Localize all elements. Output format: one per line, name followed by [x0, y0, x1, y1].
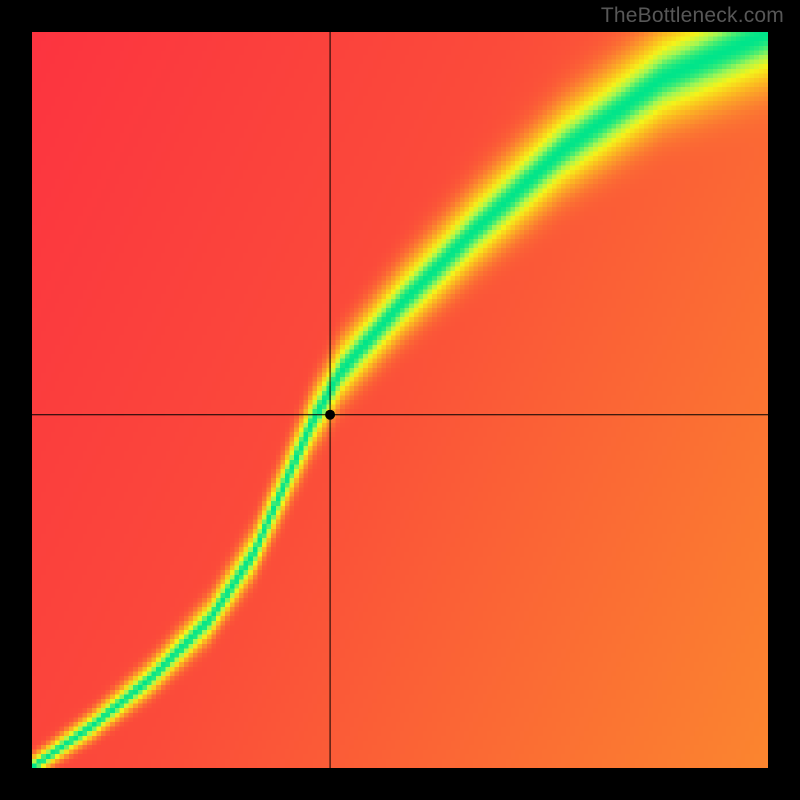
watermark-text: TheBottleneck.com: [601, 4, 784, 28]
bottleneck-heatmap: [32, 32, 768, 768]
chart-stage: TheBottleneck.com: [0, 0, 800, 800]
